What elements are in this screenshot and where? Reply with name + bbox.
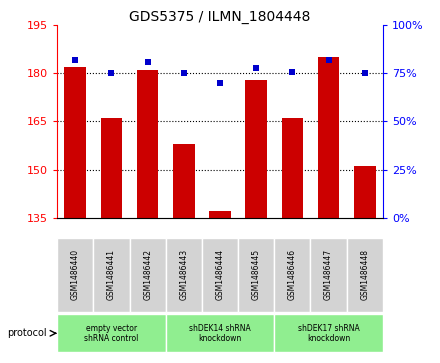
Text: GSM1486443: GSM1486443	[180, 249, 188, 300]
Text: GSM1486445: GSM1486445	[252, 249, 260, 300]
Text: empty vector
shRNA control: empty vector shRNA control	[84, 323, 139, 343]
Text: GSM1486444: GSM1486444	[216, 249, 224, 300]
Bar	[246, 80, 267, 217]
Title: GDS5375 / ILMN_1804448: GDS5375 / ILMN_1804448	[129, 11, 311, 24]
Bar	[274, 238, 311, 312]
Bar	[101, 118, 122, 217]
Bar	[318, 57, 339, 217]
Bar	[57, 314, 166, 352]
Bar	[64, 67, 86, 217]
Bar	[166, 314, 274, 352]
Bar	[57, 238, 93, 312]
Text: shDEK14 shRNA
knockdown: shDEK14 shRNA knockdown	[189, 323, 251, 343]
Text: shDEK17 shRNA
knockdown: shDEK17 shRNA knockdown	[297, 323, 359, 343]
Bar	[166, 238, 202, 312]
Text: GSM1486440: GSM1486440	[71, 249, 80, 300]
Bar	[209, 211, 231, 217]
Bar	[282, 118, 303, 217]
Text: GSM1486442: GSM1486442	[143, 249, 152, 300]
Bar	[173, 144, 194, 217]
Bar	[202, 238, 238, 312]
Bar	[93, 238, 129, 312]
Bar	[274, 314, 383, 352]
Bar	[354, 166, 376, 217]
Text: GSM1486441: GSM1486441	[107, 249, 116, 300]
Text: GSM1486446: GSM1486446	[288, 249, 297, 300]
Text: GSM1486447: GSM1486447	[324, 249, 333, 300]
Bar	[311, 238, 347, 312]
Bar	[347, 238, 383, 312]
Bar	[129, 238, 166, 312]
Text: GSM1486448: GSM1486448	[360, 249, 369, 300]
Text: protocol: protocol	[7, 328, 46, 338]
Bar	[137, 70, 158, 217]
Bar	[238, 238, 274, 312]
